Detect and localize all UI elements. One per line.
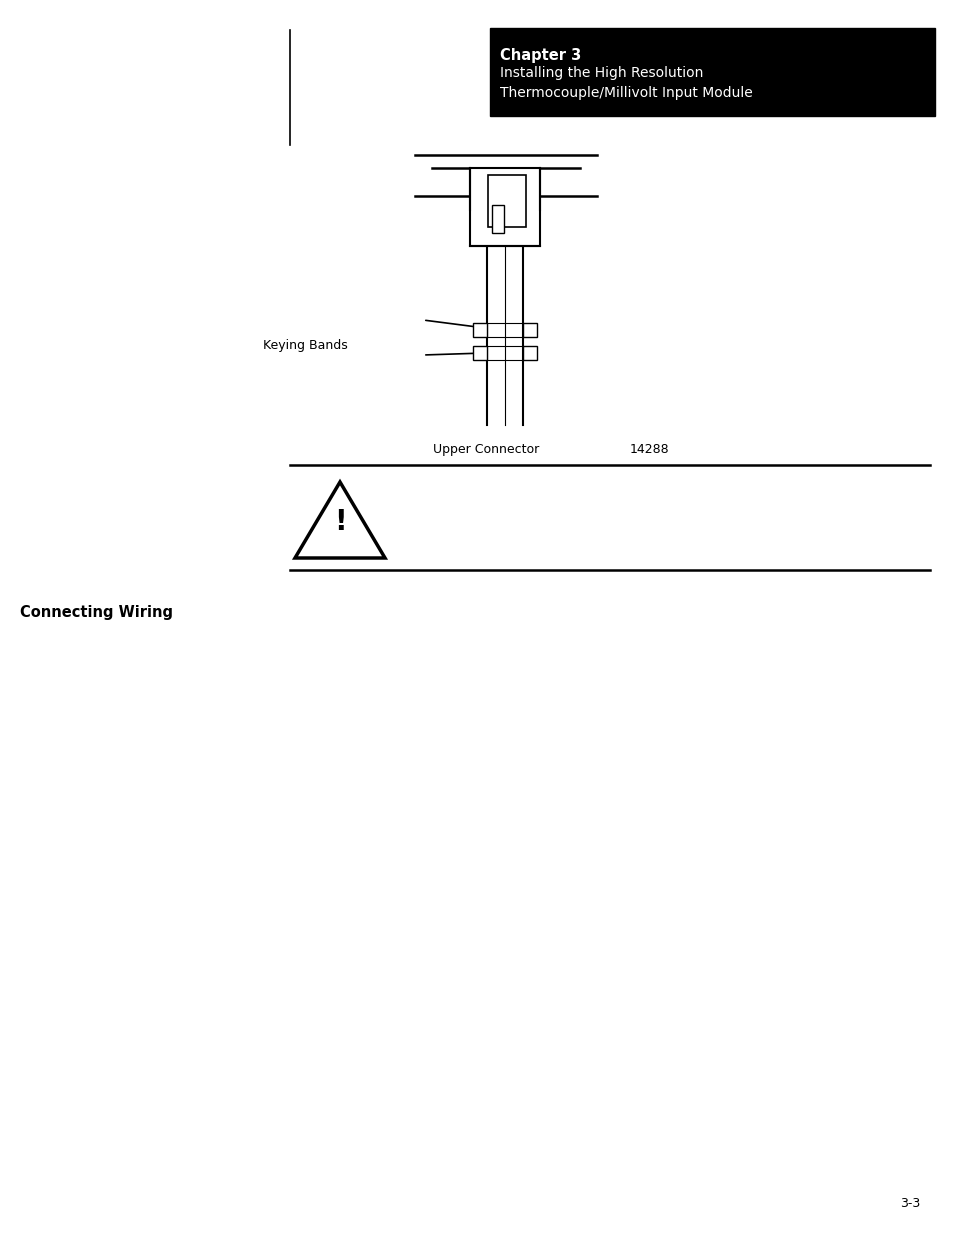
Text: Thermocouple/Millivolt Input Module: Thermocouple/Millivolt Input Module [499, 86, 752, 100]
Bar [488, 175, 525, 227]
Text: Keying Bands: Keying Bands [263, 338, 348, 352]
Bar [522, 346, 537, 359]
Bar [492, 205, 503, 233]
Text: !: ! [334, 508, 346, 536]
Bar [522, 324, 537, 337]
Bar [473, 324, 486, 337]
Text: Chapter 3: Chapter 3 [499, 48, 580, 63]
Text: Installing the High Resolution: Installing the High Resolution [499, 65, 702, 80]
Bar [490, 28, 934, 116]
Text: 14288: 14288 [629, 443, 669, 456]
Bar [473, 346, 486, 359]
Text: 3-3: 3-3 [899, 1197, 919, 1210]
Bar [470, 168, 539, 246]
Text: Upper Connector: Upper Connector [433, 443, 538, 456]
Text: Connecting Wiring: Connecting Wiring [20, 605, 172, 620]
Polygon shape [294, 482, 385, 558]
